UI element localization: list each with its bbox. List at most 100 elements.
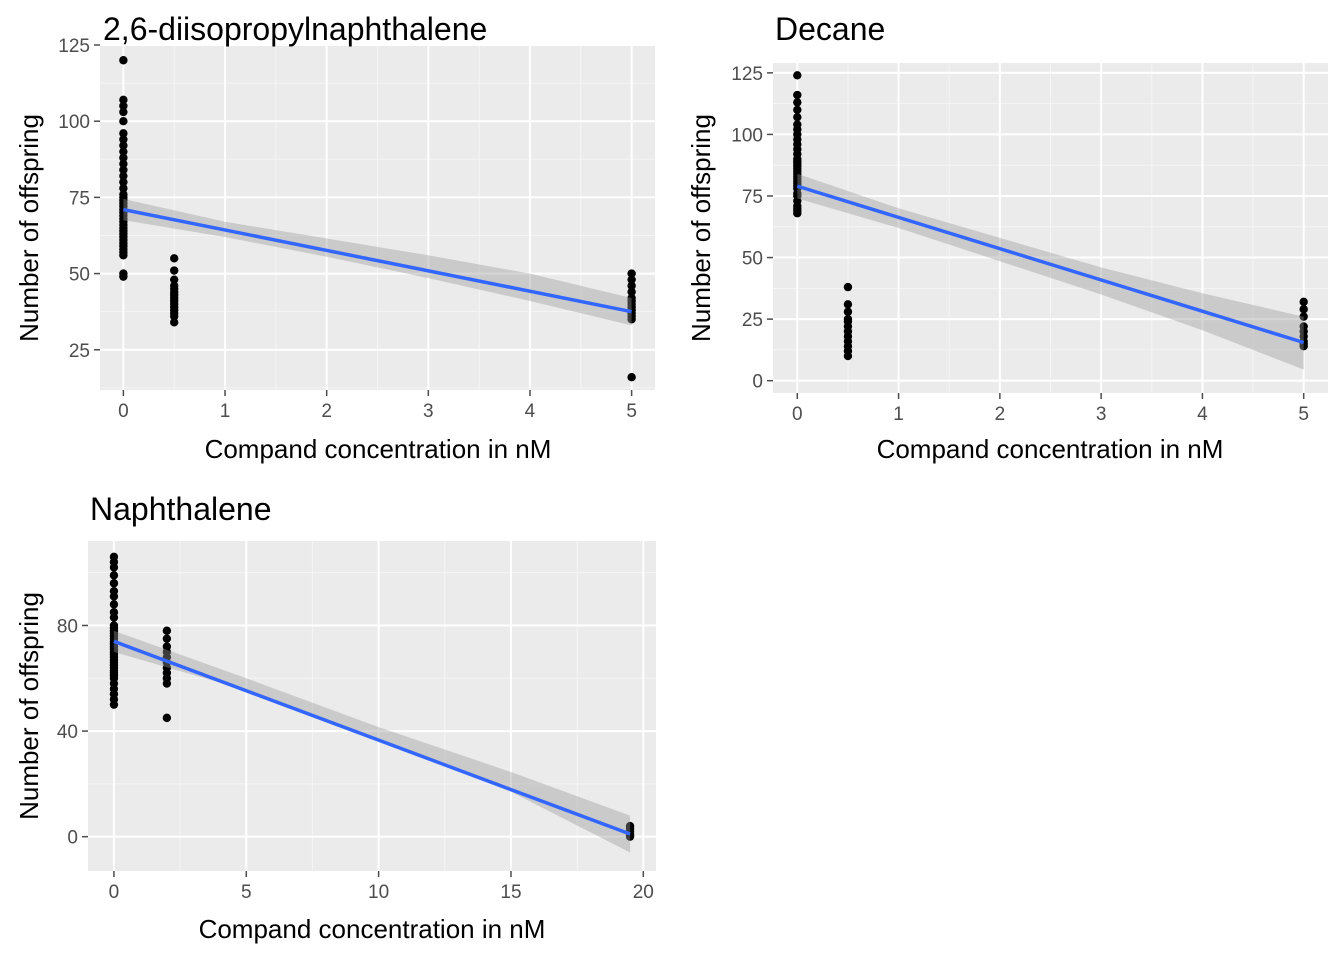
regression-line [113, 639, 631, 836]
data-point [109, 592, 119, 601]
x-axis-label: Compand concentration in nM [199, 914, 546, 944]
data-point [119, 101, 128, 111]
y-tick-label: 125 [58, 36, 90, 57]
x-tick-label: 2 [321, 401, 332, 422]
y-tick-label: 0 [752, 372, 763, 393]
y-tick-label: 25 [742, 310, 763, 331]
data-point [627, 372, 636, 382]
data-point [162, 679, 172, 688]
x-tick-label: 1 [220, 401, 231, 422]
y-tick-label: 100 [58, 112, 90, 133]
regression-line [796, 184, 1305, 345]
x-tick-label: 20 [633, 882, 654, 903]
data-point [793, 209, 802, 218]
data-point [170, 318, 179, 327]
x-tick-label: 4 [1197, 404, 1208, 425]
data-point [793, 112, 802, 122]
data-point [109, 579, 119, 588]
data-point [627, 275, 636, 284]
data-point [162, 713, 172, 723]
data-point [793, 98, 802, 107]
x-tick-label: 15 [500, 882, 521, 903]
data-point [109, 571, 119, 580]
x-tick-label: 4 [525, 401, 536, 422]
data-point [119, 251, 128, 260]
data-point [170, 254, 179, 263]
data-point [119, 184, 128, 193]
data-point [109, 600, 119, 609]
x-tick-label: 5 [1298, 404, 1309, 425]
data-point [627, 287, 636, 297]
chart-panel-3: 0 5 10 15 20 0 40 80 Naphthalene Compand concentr… [14, 491, 656, 944]
data-point [119, 171, 128, 181]
y-tick-label: 75 [69, 188, 90, 209]
data-point [109, 613, 119, 622]
data-point [843, 300, 853, 309]
y-tick-label: 0 [67, 828, 78, 849]
y-tick-label: 50 [742, 249, 763, 270]
regression-line [123, 207, 632, 314]
data-point [119, 116, 128, 126]
data-point [119, 153, 128, 162]
y-tick-label: 25 [69, 341, 90, 362]
confidence-band [113, 630, 631, 853]
data-point [119, 272, 128, 281]
data-point [843, 282, 853, 292]
chart-title: Decane [775, 11, 885, 47]
x-tick-label: 3 [423, 401, 434, 422]
chart-title: Naphthalene [90, 491, 271, 527]
data-point [843, 351, 853, 361]
data-point [119, 177, 128, 187]
data-point [109, 700, 119, 709]
x-axis-label: Compand concentration in nM [205, 434, 552, 464]
data-point [793, 71, 802, 80]
x-tick-label: 5 [626, 401, 637, 422]
y-axis-label: Number of offspring [686, 114, 716, 342]
data-point [119, 135, 128, 144]
x-tick-label: 2 [995, 404, 1006, 425]
y-axis-label: Number of offspring [14, 592, 44, 820]
data-point [109, 563, 119, 572]
data-point [627, 269, 636, 278]
data-point [627, 281, 636, 290]
y-tick-label: 100 [731, 125, 763, 146]
chart-title: 2,6-diisopropylnaphthalene [103, 11, 487, 47]
data-point [1299, 297, 1308, 307]
data-point [119, 147, 128, 156]
data-point [119, 95, 128, 105]
data-point [170, 312, 179, 321]
data-point [843, 307, 853, 316]
data-point [170, 266, 179, 275]
data-point [119, 129, 128, 138]
y-tick-label: 75 [742, 187, 763, 208]
x-tick-label: 5 [241, 882, 252, 903]
data-point [1299, 305, 1308, 314]
plot-panel [88, 541, 656, 871]
data-point [627, 315, 636, 324]
x-tick-label: 1 [893, 404, 904, 425]
data-point [793, 90, 802, 100]
data-point [162, 634, 172, 643]
data-point [119, 107, 128, 117]
x-tick-label: 10 [368, 882, 389, 903]
y-tick-label: 125 [731, 64, 763, 85]
data-point [170, 275, 179, 284]
y-axis-label: Number of offspring [14, 114, 44, 342]
x-tick-label: 0 [109, 882, 120, 903]
data-point [119, 159, 128, 169]
x-tick-label: 0 [118, 401, 129, 422]
y-tick-label: 80 [57, 616, 78, 637]
x-tick-label: 0 [792, 404, 803, 425]
data-point [162, 626, 172, 635]
data-point [119, 141, 128, 150]
y-tick-label: 50 [69, 265, 90, 286]
data-point [119, 165, 128, 175]
data-point [119, 56, 128, 65]
x-axis-label: Compand concentration in nM [877, 434, 1224, 464]
x-tick-label: 3 [1096, 404, 1107, 425]
data-point [1299, 312, 1308, 321]
data-point [1299, 342, 1308, 351]
confidence-band [797, 173, 1304, 370]
